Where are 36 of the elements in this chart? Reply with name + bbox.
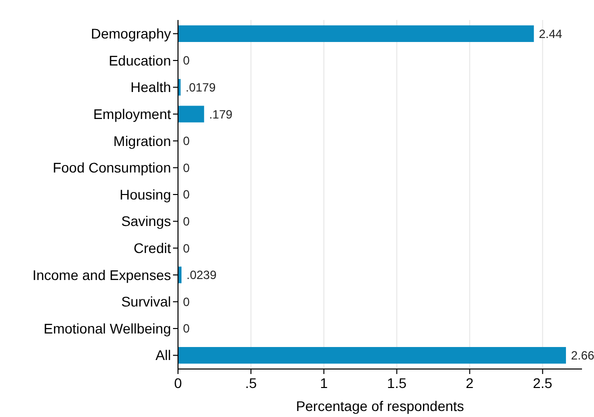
y-tick-label: Housing	[120, 186, 171, 202]
y-tick-label: Savings	[121, 213, 171, 230]
data-label: 2.66	[570, 348, 594, 363]
y-tick-label: Income and Expenses	[32, 266, 171, 283]
x-axis-title: Percentage of respondents	[296, 398, 464, 414]
data-label: 0	[183, 214, 190, 229]
x-tick-label: 1.5	[387, 375, 407, 391]
x-tick-label: 0	[174, 375, 182, 391]
x-tick-label: .5	[245, 375, 257, 391]
data-label: 2.44	[538, 26, 563, 41]
y-tick-label: Migration	[113, 132, 171, 149]
data-label: 0	[183, 188, 190, 202]
data-label: .0239	[186, 268, 217, 282]
y-tick-label: Demography	[90, 26, 171, 42]
y-tick-label: Employment	[93, 106, 172, 122]
data-label: 0	[183, 241, 190, 256]
data-label: 0	[183, 322, 190, 336]
y-tick-label: Food Consumption	[52, 160, 171, 176]
y-tick-label: Health	[130, 79, 171, 96]
data-label: .179	[209, 107, 233, 122]
x-tick-label: 1	[320, 375, 328, 391]
x-tick-label: 2.5	[532, 375, 553, 391]
y-tick-label: All	[155, 347, 171, 364]
data-label: 0	[183, 54, 190, 68]
y-tick-label: Education	[108, 52, 171, 68]
data-label: .0179	[186, 80, 216, 94]
data-label: 0	[183, 134, 190, 148]
data-label: 0	[183, 294, 190, 309]
y-tick-label: Survival	[121, 294, 171, 310]
y-tick-label: Emotional Wellbeing	[44, 320, 171, 336]
bar	[178, 347, 566, 364]
data-label: 0	[183, 160, 190, 175]
bar	[178, 106, 204, 122]
x-tick-label: 2	[466, 375, 474, 391]
y-tick-label: Credit	[134, 240, 172, 256]
bar	[178, 25, 534, 42]
